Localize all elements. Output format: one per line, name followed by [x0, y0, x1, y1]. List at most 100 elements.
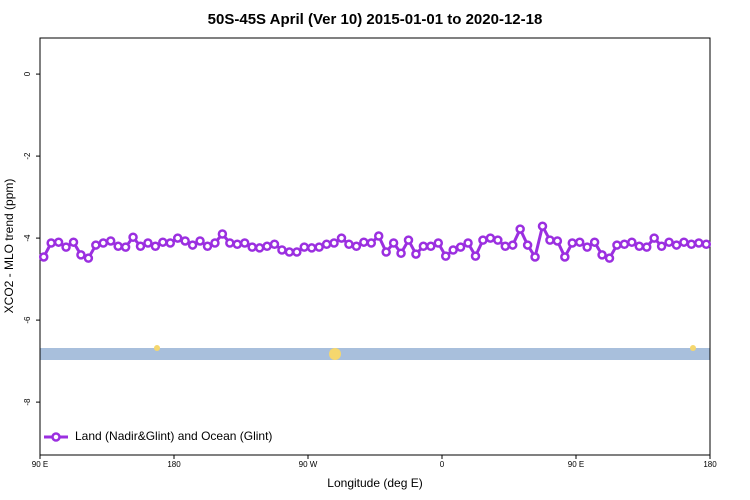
- point: [180, 236, 190, 246]
- point: [619, 239, 630, 249]
- point: [143, 238, 153, 248]
- point: [478, 235, 488, 245]
- point: [463, 238, 473, 248]
- point: [299, 242, 310, 252]
- point: [567, 238, 578, 248]
- point: [560, 252, 570, 262]
- point: [165, 238, 176, 248]
- point: [627, 237, 637, 247]
- point: [150, 241, 161, 252]
- coverage-band: [40, 348, 710, 360]
- point: [522, 240, 533, 250]
- point: [217, 229, 228, 239]
- point: [269, 239, 280, 249]
- point: [493, 235, 503, 245]
- point: [470, 251, 481, 261]
- point: [321, 239, 332, 249]
- point: [53, 237, 64, 247]
- point: [105, 236, 116, 246]
- point: [46, 238, 56, 248]
- point: [530, 252, 540, 262]
- point: [195, 236, 205, 246]
- y-axis-label: XCO2 - MLO trend (ppm): [2, 179, 16, 314]
- point: [232, 239, 243, 249]
- point: [701, 239, 712, 249]
- point: [61, 242, 71, 252]
- point: [664, 237, 674, 247]
- point: [239, 238, 250, 248]
- point: [83, 253, 94, 263]
- land-dot: [329, 348, 341, 360]
- point: [329, 238, 339, 248]
- legend-marker: [51, 432, 61, 442]
- point: [641, 242, 652, 252]
- point: [582, 242, 592, 252]
- point: [515, 224, 525, 234]
- point: [38, 252, 49, 262]
- point: [76, 250, 86, 260]
- point: [344, 239, 354, 249]
- y-tick-label: -2: [23, 152, 32, 160]
- point: [120, 242, 131, 252]
- x-tick-label: 90 W: [299, 460, 318, 469]
- point: [351, 241, 362, 252]
- point: [448, 245, 458, 255]
- point: [507, 240, 518, 250]
- point: [500, 241, 511, 252]
- y-tick-label: -6: [23, 316, 32, 324]
- point: [686, 239, 697, 249]
- x-tick-label: 180: [167, 460, 181, 469]
- point: [418, 241, 429, 252]
- point: [433, 238, 444, 248]
- point: [694, 238, 704, 248]
- y-tick-label: -4: [23, 234, 32, 242]
- point: [68, 237, 79, 247]
- point: [202, 241, 213, 252]
- point: [671, 240, 682, 250]
- x-tick-label: 0: [440, 460, 445, 469]
- point: [247, 242, 257, 252]
- point: [277, 245, 287, 255]
- point: [485, 233, 496, 243]
- point: [440, 251, 451, 261]
- y-tick-label: 0: [23, 71, 32, 76]
- point: [411, 249, 421, 259]
- point: [589, 237, 600, 247]
- point: [91, 240, 101, 250]
- point: [336, 233, 347, 243]
- point: [210, 238, 220, 248]
- legend-label: Land (Nadir&Glint) and Ocean (Glint): [75, 429, 272, 443]
- point: [388, 238, 399, 248]
- point: [634, 241, 645, 252]
- x-tick-label: 90 E: [568, 460, 584, 469]
- point: [113, 241, 123, 252]
- point: [426, 241, 436, 252]
- point: [98, 238, 109, 248]
- point: [403, 235, 414, 245]
- point: [649, 233, 659, 243]
- point: [262, 241, 272, 252]
- point: [172, 233, 183, 243]
- point: [604, 253, 615, 263]
- point: [656, 241, 667, 252]
- point: [597, 250, 607, 260]
- point: [254, 243, 265, 253]
- point: [679, 237, 689, 247]
- point: [158, 237, 168, 247]
- point: [552, 236, 563, 246]
- point: [306, 243, 317, 253]
- point: [225, 238, 235, 248]
- y-tick-label: -8: [23, 398, 32, 406]
- point: [612, 240, 622, 250]
- point: [396, 248, 406, 259]
- point: [455, 242, 466, 252]
- point: [537, 221, 548, 231]
- point: [574, 237, 585, 247]
- x-axis-label: Longitude (deg E): [327, 476, 422, 490]
- point: [135, 241, 146, 252]
- point: [545, 235, 555, 245]
- point: [373, 231, 384, 241]
- point: [128, 232, 138, 243]
- point: [314, 242, 324, 252]
